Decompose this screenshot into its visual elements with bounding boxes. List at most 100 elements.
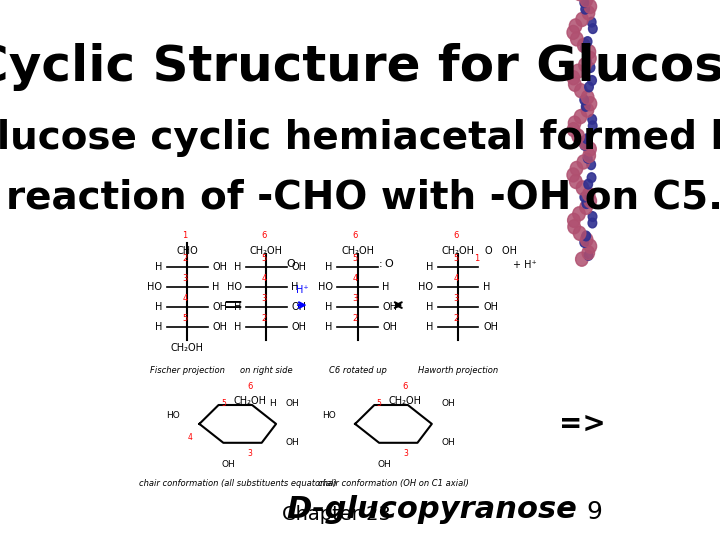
Text: HO: HO xyxy=(323,411,336,420)
Circle shape xyxy=(581,4,590,14)
Circle shape xyxy=(588,121,597,131)
Text: O: O xyxy=(286,259,294,269)
Circle shape xyxy=(567,168,580,182)
Circle shape xyxy=(583,148,595,163)
Circle shape xyxy=(568,220,580,234)
Text: =>: => xyxy=(559,410,606,438)
Text: chair conformation (all substituents equatorial): chair conformation (all substituents equ… xyxy=(139,479,336,488)
Text: HO: HO xyxy=(148,282,163,292)
Text: H: H xyxy=(155,302,163,312)
Text: 9: 9 xyxy=(587,500,603,524)
Text: H: H xyxy=(483,282,490,292)
Circle shape xyxy=(580,140,589,150)
Circle shape xyxy=(575,110,587,124)
Circle shape xyxy=(572,64,584,78)
Circle shape xyxy=(576,12,588,26)
Text: :: : xyxy=(379,259,382,269)
Circle shape xyxy=(582,134,591,144)
Text: 3: 3 xyxy=(403,449,408,458)
Text: 5: 5 xyxy=(221,399,226,408)
Text: H: H xyxy=(382,282,390,292)
Text: OH: OH xyxy=(286,399,300,408)
Text: OH: OH xyxy=(292,302,307,312)
Circle shape xyxy=(582,90,594,104)
Circle shape xyxy=(582,199,590,208)
Text: HO: HO xyxy=(318,282,333,292)
Text: 6: 6 xyxy=(353,231,358,240)
Text: H: H xyxy=(234,322,241,332)
Text: OH: OH xyxy=(292,322,307,332)
Text: 3: 3 xyxy=(247,449,252,458)
Text: H: H xyxy=(234,262,241,272)
Text: 4: 4 xyxy=(187,433,192,442)
Text: 5: 5 xyxy=(453,254,459,263)
Text: CHO: CHO xyxy=(176,246,198,256)
Circle shape xyxy=(587,160,595,170)
Text: Cyclic Structure for Glucose: Cyclic Structure for Glucose xyxy=(0,43,720,91)
Text: 1: 1 xyxy=(182,231,188,240)
Text: OH: OH xyxy=(382,322,397,332)
Text: Fischer projection: Fischer projection xyxy=(150,366,225,375)
Circle shape xyxy=(567,25,580,39)
Text: HO: HO xyxy=(227,282,241,292)
Text: + H⁺: + H⁺ xyxy=(513,260,537,271)
Text: CH₂OH: CH₂OH xyxy=(341,246,374,256)
Circle shape xyxy=(577,38,590,52)
Text: 4: 4 xyxy=(353,274,358,283)
Text: =: = xyxy=(222,293,243,317)
Circle shape xyxy=(586,63,595,72)
Text: 1: 1 xyxy=(474,254,479,263)
Circle shape xyxy=(585,82,593,92)
Circle shape xyxy=(567,123,580,137)
Circle shape xyxy=(588,212,597,221)
Text: OH: OH xyxy=(286,438,300,447)
Text: 4: 4 xyxy=(182,294,188,303)
Text: OH: OH xyxy=(221,460,235,469)
Text: O   OH: O OH xyxy=(485,246,516,256)
Text: Glucose cyclic hemiacetal formed by: Glucose cyclic hemiacetal formed by xyxy=(0,119,720,157)
Text: OH: OH xyxy=(212,302,228,312)
Text: CH₂OH: CH₂OH xyxy=(389,396,422,406)
Text: Chapter 23: Chapter 23 xyxy=(282,505,390,524)
Circle shape xyxy=(583,153,592,163)
Circle shape xyxy=(579,58,591,72)
Circle shape xyxy=(584,194,596,208)
Circle shape xyxy=(575,84,587,98)
Text: H: H xyxy=(325,322,333,332)
Text: 3: 3 xyxy=(453,294,459,303)
Text: 3: 3 xyxy=(353,294,358,303)
Circle shape xyxy=(567,71,580,85)
Text: D-glucopyranose: D-glucopyranose xyxy=(287,495,577,524)
Text: on right side: on right side xyxy=(240,366,293,375)
Text: H: H xyxy=(426,302,433,312)
Circle shape xyxy=(582,56,591,66)
Circle shape xyxy=(580,200,593,214)
Text: OH: OH xyxy=(212,262,228,272)
Text: CH₂OH: CH₂OH xyxy=(171,343,204,353)
Text: 6: 6 xyxy=(261,231,267,240)
Text: CH₂OH: CH₂OH xyxy=(233,396,266,406)
Text: OH: OH xyxy=(382,302,397,312)
Circle shape xyxy=(580,238,588,247)
Circle shape xyxy=(579,136,591,150)
Text: 3: 3 xyxy=(261,294,267,303)
Text: HO: HO xyxy=(418,282,433,292)
Circle shape xyxy=(580,43,589,53)
Circle shape xyxy=(583,45,595,59)
Circle shape xyxy=(588,76,596,85)
Circle shape xyxy=(582,102,590,111)
Circle shape xyxy=(570,174,582,188)
Text: C6 rotated up: C6 rotated up xyxy=(328,366,387,375)
Text: Haworth projection: Haworth projection xyxy=(418,366,498,375)
Circle shape xyxy=(577,155,590,169)
Text: CH₂OH: CH₂OH xyxy=(250,246,283,256)
Text: 2: 2 xyxy=(353,314,358,323)
Circle shape xyxy=(588,114,596,124)
Circle shape xyxy=(588,218,597,228)
Circle shape xyxy=(575,252,588,266)
Text: H: H xyxy=(292,282,299,292)
Circle shape xyxy=(576,181,589,195)
Circle shape xyxy=(582,231,590,241)
Circle shape xyxy=(573,226,586,240)
Circle shape xyxy=(568,116,581,130)
